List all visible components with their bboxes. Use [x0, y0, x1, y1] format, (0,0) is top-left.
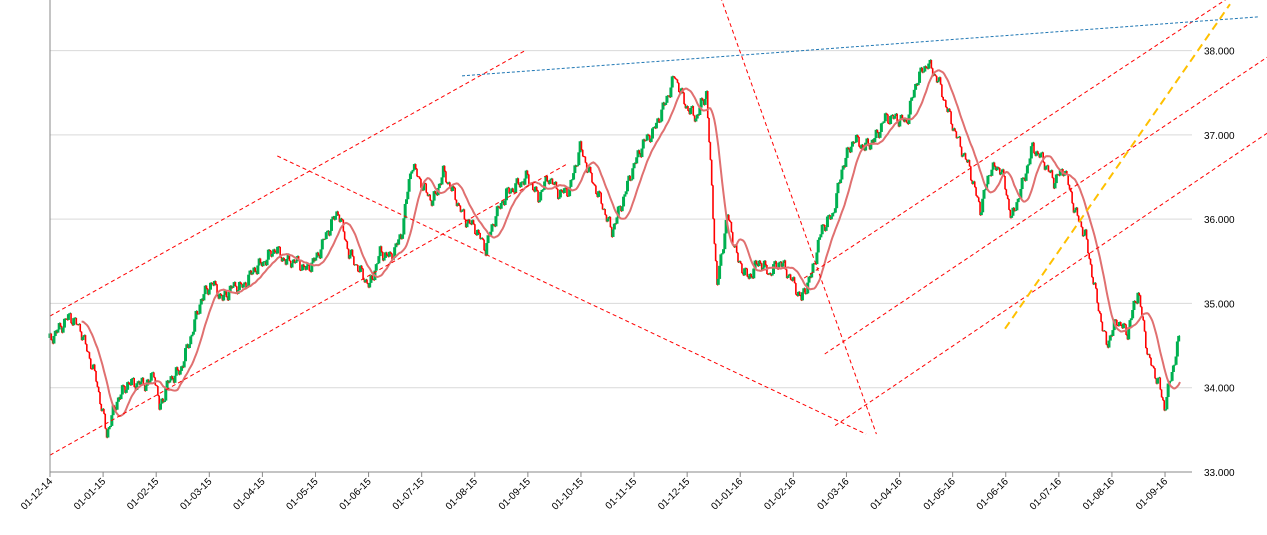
price-bars	[48, 59, 1181, 439]
x-tick-label: 01-02-16	[762, 476, 798, 512]
x-tick-label: 01-09-15	[497, 476, 533, 512]
x-tick-label: 01-11-15	[604, 476, 640, 512]
x-tick-label: 01-10-15	[550, 476, 586, 512]
x-tick-label: 01-01-15	[72, 476, 108, 512]
y-tick-label: 33.000	[1204, 468, 1235, 479]
channel-line	[803, 0, 1227, 279]
x-tick-label: 01-06-15	[338, 476, 374, 512]
x-tick-label: 01-06-16	[975, 476, 1011, 512]
y-tick-label: 34.000	[1204, 384, 1235, 395]
x-tick-label: 01-12-15	[656, 476, 692, 512]
x-tick-label: 01-01-16	[709, 476, 745, 512]
x-tick-label: 01-09-16	[1134, 476, 1170, 512]
x-tick-label: 01-02-15	[125, 476, 161, 512]
channel-line	[834, 132, 1267, 427]
x-tick-label: 01-08-15	[444, 476, 480, 512]
x-tick-label: 01-04-16	[869, 476, 905, 512]
channel-line	[824, 56, 1267, 355]
channel-line	[721, 0, 877, 435]
resistance-line	[461, 16, 1259, 77]
y-tick-label: 38.000	[1204, 47, 1235, 58]
gridlines	[50, 50, 1192, 473]
x-tick-label: 01-05-15	[285, 476, 321, 512]
x-tick-label: 01-04-15	[231, 476, 267, 512]
x-tick-label: 01-07-15	[391, 476, 427, 512]
moving-average-line	[81, 69, 1181, 418]
y-tick-label: 35.000	[1204, 299, 1235, 310]
y-axis-labels: 33.000 34.000 35.000 36.000 37.000 38.000	[1204, 47, 1235, 479]
x-tick-label: 01-03-15	[178, 476, 214, 512]
x-tick-label: 01-12-14	[19, 476, 55, 512]
x-tick-label: 01-08-16	[1081, 476, 1117, 512]
y-tick-label: 37.000	[1204, 131, 1235, 142]
channel-line	[277, 155, 867, 435]
overlay-lines	[49, 0, 1267, 456]
x-tick-label: 01-07-16	[1028, 476, 1064, 512]
x-tick-label: 01-05-16	[922, 476, 958, 512]
x-tick-label: 01-03-16	[815, 476, 851, 512]
x-axis-labels: 01-12-14 01-01-15 01-02-15 01-03-15 01-04-15…	[19, 472, 1170, 512]
channel-line	[49, 163, 567, 456]
y-tick-label: 36.000	[1204, 215, 1235, 226]
trend-line	[1004, 3, 1231, 330]
